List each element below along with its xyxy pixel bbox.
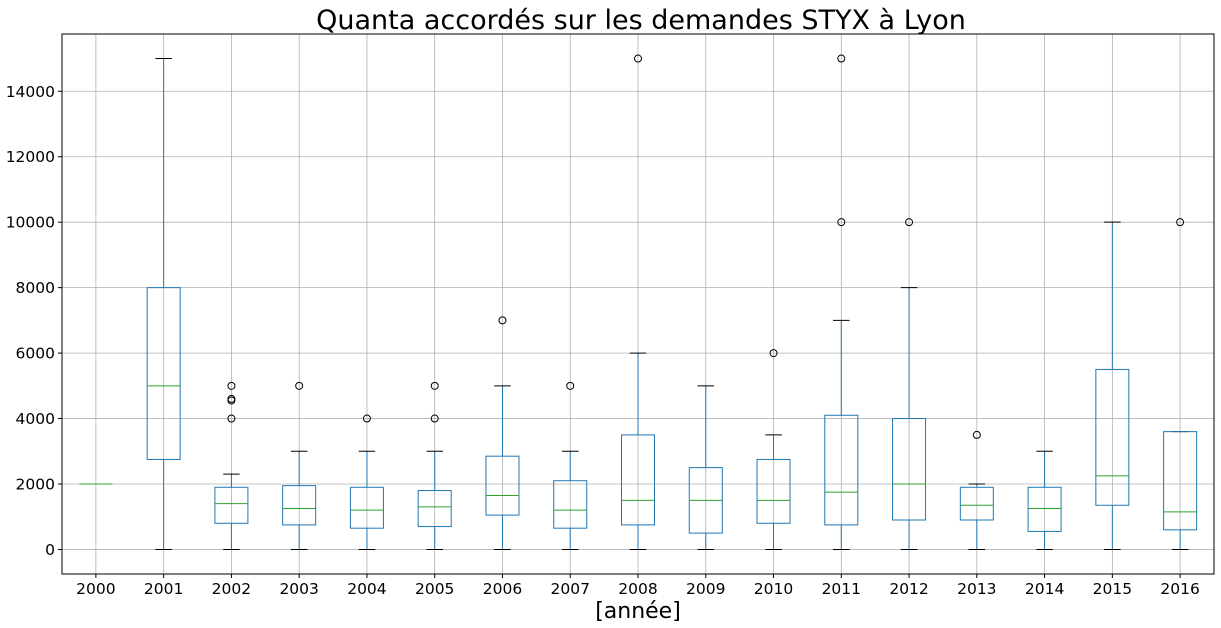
y-tick-label: 12000 [6,148,55,166]
box-2006 [485,316,520,550]
outlier-point [837,218,846,227]
y-tick-label: 14000 [6,83,55,101]
x-tick-label: 2007 [551,580,590,598]
outlier-point [295,381,304,390]
outlier-point [905,218,914,227]
chart-title: Quanta accordés sur les demandes STYX à … [316,5,966,36]
box-2009 [688,385,723,550]
outlier-point [566,381,575,390]
y-tick-label: 6000 [16,345,55,363]
iqr-box [553,480,588,529]
iqr-box [146,287,181,460]
x-tick-label: 2005 [415,580,454,598]
iqr-box [485,455,520,516]
x-tick-label: 2000 [76,580,115,598]
x-tick-label: 2010 [754,580,793,598]
x-tick-label: 2013 [957,580,996,598]
outlier-point [362,414,371,423]
outlier-point [634,54,642,63]
x-tick-label: 2006 [483,580,522,598]
x-tick-label: 2001 [144,580,183,598]
box-2004 [349,414,384,550]
box-2011 [824,54,859,550]
iqr-box [892,418,927,521]
x-axis: 2000 2001 2002 2003 2004 2005 2006 2007 2008 2009… [76,574,1200,598]
outlier-point [227,381,236,390]
box-2005 [417,381,452,550]
x-tick-label: 2004 [347,580,386,598]
box-2001 [146,58,181,550]
y-tick-label: 2000 [16,476,55,494]
x-tick-label: 2003 [279,580,318,598]
x-tick-label: 2015 [1093,580,1132,598]
y-tick-label: 0 [45,541,55,559]
outlier-point [837,54,846,63]
box-2003 [282,381,317,550]
y-axis: 0 2000 4000 6000 8000 10000 12000 14000 [6,83,62,559]
box-2002 [214,381,249,550]
outlier-point [972,430,981,439]
x-tick-label: 2014 [1025,580,1064,598]
iqr-box [621,434,655,526]
outlier-point [430,381,439,390]
x-tick-label: 2016 [1160,580,1199,598]
outlier-point [227,414,236,423]
x-tick-label: 2009 [686,580,725,598]
outlier-point [1176,218,1185,227]
iqr-box [214,486,249,524]
box-2014 [1027,450,1062,550]
outlier-point [769,349,778,358]
x-tick-label: 2012 [889,580,928,598]
y-tick-label: 4000 [16,410,55,428]
box-2013 [959,430,994,550]
iqr-box [1027,486,1062,532]
iqr-box [756,458,791,524]
x-tick-label: 2002 [212,580,251,598]
box-2015 [1095,221,1130,550]
iqr-box [824,414,859,526]
y-tick-label: 10000 [6,214,55,232]
outlier-point [227,394,236,403]
iqr-box [282,485,317,526]
x-tick-label: 2008 [618,580,657,598]
box-2010 [756,349,791,550]
iqr-box [1095,368,1130,506]
box-2012 [892,218,927,550]
box-2007 [553,381,588,550]
x-tick-label: 2011 [822,580,861,598]
outlier-point [430,414,439,423]
outlier-point [498,316,507,325]
iqr-box [959,486,994,521]
iqr-box [349,486,384,529]
box-group [79,54,1198,550]
x-axis-label: [année] [595,599,681,624]
y-tick-label: 8000 [16,279,55,297]
box-2016 [1163,218,1198,550]
grid-lines [62,34,1214,574]
iqr-box [1163,431,1198,531]
box-2008 [621,54,655,550]
iqr-box [417,490,452,528]
